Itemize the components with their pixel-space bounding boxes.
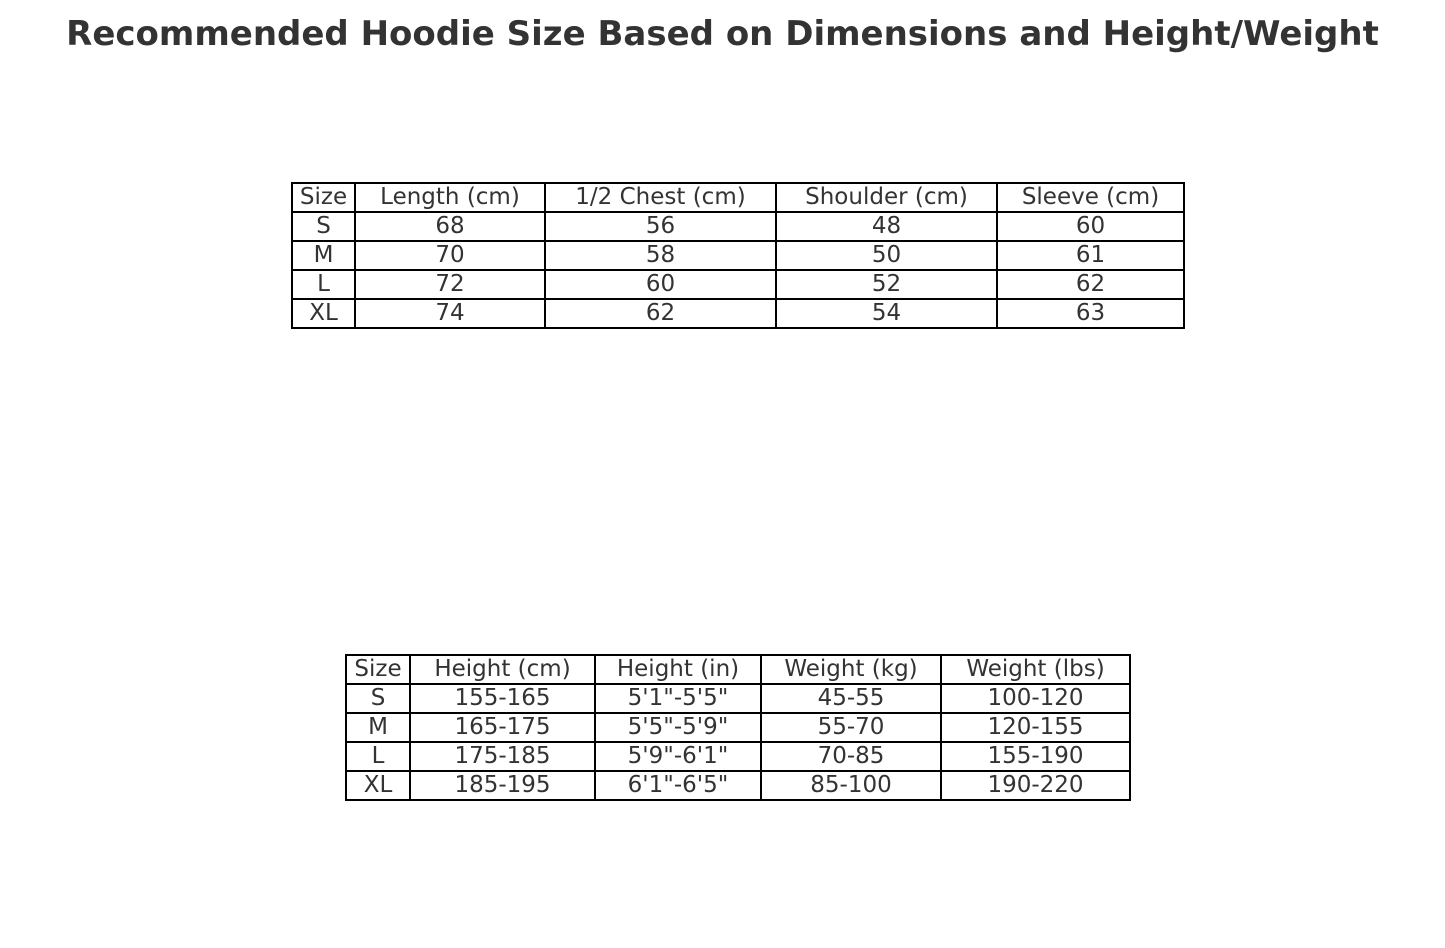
column-header: Weight (lbs) <box>940 654 1131 685</box>
table-cell: 70-85 <box>760 741 942 772</box>
table-row: M 70 58 50 61 <box>291 240 1185 271</box>
table-cell: 155-190 <box>940 741 1131 772</box>
table-cell: 70 <box>354 240 546 271</box>
table-cell: XL <box>291 298 356 329</box>
column-header: Height (cm) <box>409 654 596 685</box>
column-header: Size <box>291 182 356 213</box>
figure-title: Recommended Hoodie Size Based on Dimensi… <box>66 14 1379 54</box>
table-row: S 155-165 5'1"-5'5" 45-55 100-120 <box>345 683 1131 714</box>
table-row: L 72 60 52 62 <box>291 269 1185 300</box>
table-cell: 62 <box>996 269 1185 300</box>
table-row: S 68 56 48 60 <box>291 211 1185 242</box>
table-row: XL 74 62 54 63 <box>291 298 1185 329</box>
table-header-row: Size Length (cm) 1/2 Chest (cm) Shoulder (c… <box>291 182 1185 213</box>
table-row: M 165-175 5'5"-5'9" 55-70 120-155 <box>345 712 1131 743</box>
table-cell: 52 <box>775 269 998 300</box>
table-header-row: Size Height (cm) Height (in) Weight (kg) Wei… <box>345 654 1131 685</box>
table-row: L 175-185 5'9"-6'1" 70-85 155-190 <box>345 741 1131 772</box>
table-cell: 45-55 <box>760 683 942 714</box>
column-header: 1/2 Chest (cm) <box>544 182 777 213</box>
column-header: Length (cm) <box>354 182 546 213</box>
table-cell: 62 <box>544 298 777 329</box>
height-weight-table: Size Height (cm) Height (in) Weight (kg) Wei… <box>345 654 1131 801</box>
table-cell: 54 <box>775 298 998 329</box>
table-cell: 61 <box>996 240 1185 271</box>
table-cell: 185-195 <box>409 770 596 801</box>
garment-dimensions-table: Size Length (cm) 1/2 Chest (cm) Shoulder (c… <box>291 182 1185 329</box>
column-header: Size <box>345 654 411 685</box>
column-header: Sleeve (cm) <box>996 182 1185 213</box>
table-cell: 56 <box>544 211 777 242</box>
table-cell: 60 <box>544 269 777 300</box>
table-cell: M <box>291 240 356 271</box>
table-cell: L <box>291 269 356 300</box>
table-cell: 72 <box>354 269 546 300</box>
table-cell: 50 <box>775 240 998 271</box>
table-cell: 6'1"-6'5" <box>594 770 762 801</box>
table-cell: 60 <box>996 211 1185 242</box>
table-cell: S <box>291 211 356 242</box>
column-header: Shoulder (cm) <box>775 182 998 213</box>
column-header: Weight (kg) <box>760 654 942 685</box>
table-cell: 85-100 <box>760 770 942 801</box>
table-row: XL 185-195 6'1"-6'5" 85-100 190-220 <box>345 770 1131 801</box>
table-cell: 63 <box>996 298 1185 329</box>
table-cell: 100-120 <box>940 683 1131 714</box>
table-cell: 155-165 <box>409 683 596 714</box>
table-cell: 74 <box>354 298 546 329</box>
table-cell: 5'5"-5'9" <box>594 712 762 743</box>
table-cell: 5'1"-5'5" <box>594 683 762 714</box>
table-cell: 48 <box>775 211 998 242</box>
table-cell: 68 <box>354 211 546 242</box>
table-cell: 190-220 <box>940 770 1131 801</box>
table-cell: 165-175 <box>409 712 596 743</box>
table-cell: S <box>345 683 411 714</box>
table-cell: 175-185 <box>409 741 596 772</box>
table-cell: XL <box>345 770 411 801</box>
table-cell: L <box>345 741 411 772</box>
table-cell: 5'9"-6'1" <box>594 741 762 772</box>
table-cell: 55-70 <box>760 712 942 743</box>
table-cell: M <box>345 712 411 743</box>
table-cell: 120-155 <box>940 712 1131 743</box>
table-cell: 58 <box>544 240 777 271</box>
column-header: Height (in) <box>594 654 762 685</box>
